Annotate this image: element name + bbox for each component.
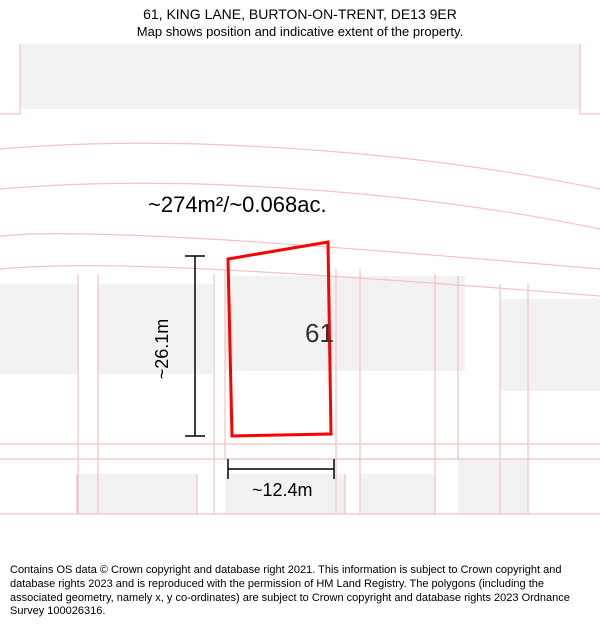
building-7 bbox=[360, 474, 435, 514]
plot-number-label: 61 bbox=[305, 318, 334, 348]
page-subtitle: Map shows position and indicative extent… bbox=[0, 24, 600, 39]
building-4 bbox=[500, 299, 600, 391]
building-1 bbox=[0, 284, 78, 374]
building-5 bbox=[77, 474, 197, 514]
building-3 bbox=[225, 276, 465, 371]
width-label: ~12.4m bbox=[252, 480, 313, 500]
height-label: ~26.1m bbox=[152, 319, 172, 380]
building-0 bbox=[20, 44, 580, 109]
building-8 bbox=[458, 459, 528, 514]
map-svg: ~274m²/~0.068ac. 61 ~26.1m ~12.4m bbox=[0, 44, 600, 544]
area-label: ~274m²/~0.068ac. bbox=[148, 192, 327, 217]
header: 61, KING LANE, BURTON-ON-TRENT, DE13 9ER… bbox=[0, 6, 600, 39]
page-title: 61, KING LANE, BURTON-ON-TRENT, DE13 9ER bbox=[0, 6, 600, 22]
map-canvas: ~274m²/~0.068ac. 61 ~26.1m ~12.4m bbox=[0, 44, 600, 544]
copyright-footer: Contains OS data © Crown copyright and d… bbox=[10, 564, 590, 619]
